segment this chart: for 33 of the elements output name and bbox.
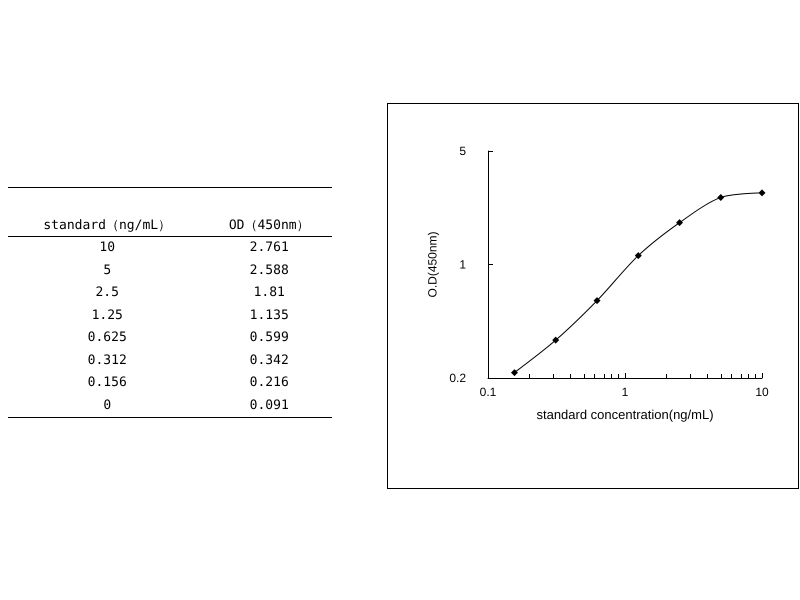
text: 5 <box>102 262 112 280</box>
x-tick-label: 1 <box>622 385 629 399</box>
text: 0.156 <box>86 374 128 392</box>
point <box>634 252 642 260</box>
text: 0.216 <box>248 374 290 392</box>
text: 2.5 <box>94 284 120 302</box>
point <box>758 189 766 196</box>
text: 0.312 <box>86 352 128 370</box>
x-axis-title: standard concentration(ng/mL) <box>536 407 714 422</box>
text: 0.625 <box>86 329 128 348</box>
point <box>717 194 724 201</box>
point <box>676 219 684 226</box>
y-axis-title: O.D(450nm) <box>425 231 440 298</box>
point <box>510 369 518 376</box>
point <box>552 336 560 344</box>
text: 2.761 <box>248 239 290 258</box>
text: 10 <box>98 239 116 258</box>
text: 0.342 <box>248 352 290 370</box>
point <box>594 297 601 304</box>
y-tick-label: 0.2 <box>449 371 466 385</box>
y-tick-label: 1 <box>459 258 466 272</box>
text: standard（ng/mL） <box>8 188 206 236</box>
x-tick-label: 0.1 <box>480 385 497 399</box>
text: 0.091 <box>206 394 332 418</box>
text: 2.588 <box>248 262 290 280</box>
text: OD（450nm） <box>206 188 332 236</box>
text: 0.599 <box>248 329 290 348</box>
text: 1.81 <box>252 284 286 302</box>
text: 0 <box>8 394 206 418</box>
x-tick-label: 10 <box>755 385 769 399</box>
y-tick-label: 5 <box>459 144 466 158</box>
text: 1.135 <box>248 306 290 325</box>
text: 1.25 <box>90 306 124 325</box>
